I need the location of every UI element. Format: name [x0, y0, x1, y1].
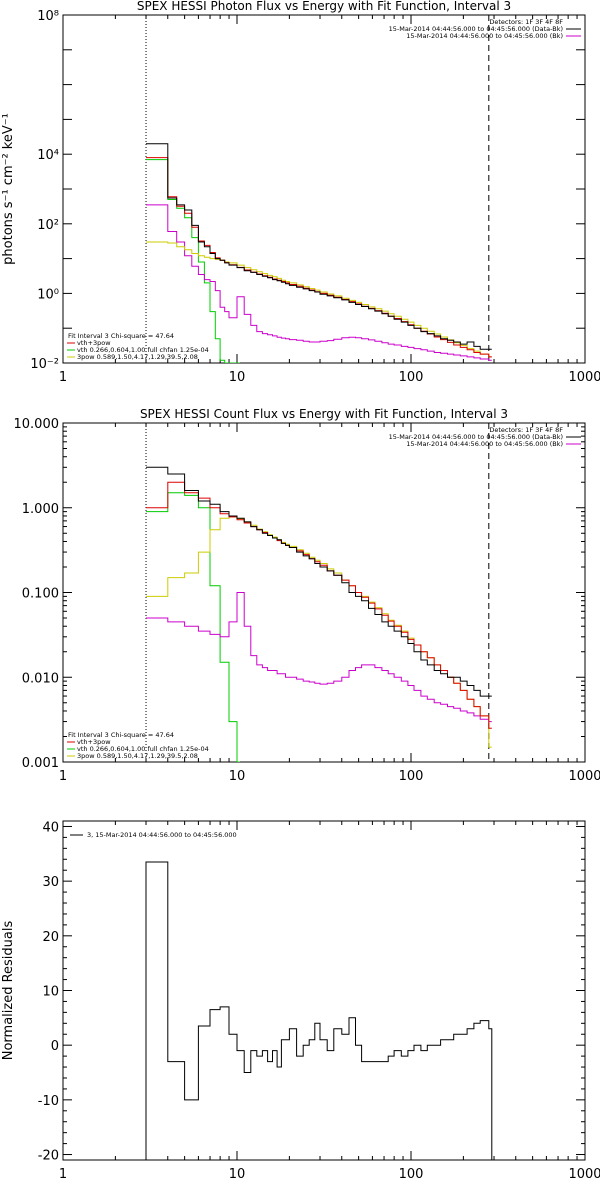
x-tick-label: 10 [229, 769, 246, 784]
legend-right-entry: Detectors: 1F 3F 4F 8F [489, 18, 563, 26]
legend-right-entry: Detectors: 1F 3F 4F 8F [489, 426, 563, 434]
legend-left-entry: 3pow 0.589,1.50,4.17,1.29,39.5,2.08 [77, 353, 198, 361]
x-tick-label: 100 [399, 1167, 424, 1182]
legend-right-entry: 15-Mar-2014 04:44:56.000 to 04:45:56.000… [389, 25, 563, 33]
legend-left-entry: vth+3pow [77, 339, 111, 347]
y-tick-label: 0.001 [22, 756, 59, 771]
y-tick-label: -10 [38, 1094, 59, 1109]
series-vth [146, 492, 240, 762]
x-tick-label: 1 [59, 1167, 67, 1182]
count-flux-panel: SPEX HESSI Count Flux vs Energy with Fit… [14, 407, 600, 784]
y-tick-label: 20 [42, 930, 59, 945]
y-tick-label: 10² [37, 218, 59, 233]
legend-left-entry: vth 0.266,0.604,1.00 full chfan 1.25e-04 [77, 346, 209, 354]
legend-right-entry: 15-Mar-2014 04:44:56.000 to 04:45:56.000… [389, 433, 563, 441]
y-tick-label: 0 [51, 1039, 59, 1054]
y-axis-label: photons s⁻¹ cm⁻² keV⁻¹ [1, 113, 16, 265]
series-vth-3pow [146, 481, 492, 729]
plot-frame [62, 422, 586, 763]
x-tick-label: 10 [229, 370, 246, 385]
legend-left-entry: vth+3pow [77, 738, 111, 746]
legend-left-entry: Fit Interval 3 Chi-square = 47.64 [68, 731, 174, 739]
series-3pow [146, 241, 492, 358]
y-tick-label: 10 [42, 985, 59, 1000]
x-tick-label: 10 [229, 1167, 246, 1182]
x-tick-label: 1000 [568, 769, 600, 784]
legend-left-entry: Fit Interval 3 Chi-square = 47.64 [68, 332, 174, 340]
x-tick-label: 1 [59, 769, 67, 784]
plot-frame [62, 820, 586, 1161]
plot-frame [62, 14, 586, 364]
y-tick-label: 10⁴ [37, 148, 59, 163]
legend-right-entry: 15-Mar-2014 04:44:56.000 to 04:45:56.000… [406, 32, 563, 40]
series-vth-3pow [146, 157, 492, 358]
y-tick-label: 0.010 [22, 671, 59, 686]
x-tick-label: 100 [399, 769, 424, 784]
series-data-bk [146, 143, 492, 350]
y-tick-label: 10⁸ [37, 9, 59, 24]
legend-left-entry: vth 0.266,0.604,1.00 full chfan 1.25e-04 [77, 745, 209, 753]
y-tick-label: 10⁰ [37, 287, 59, 302]
y-tick-label: 10⁻² [30, 357, 59, 372]
chart-title: SPEX HESSI Photon Flux vs Energy with Fi… [137, 0, 511, 13]
y-tick-label: 1.000 [22, 502, 59, 517]
y-tick-label: -20 [38, 1149, 59, 1164]
legend-left-entry: 3, 15-Mar-2014 04:44:56.000 to 04:45:56.… [87, 831, 237, 839]
series-3pow [146, 516, 492, 748]
y-tick-label: 0.100 [22, 587, 59, 602]
series-bk [146, 592, 492, 723]
x-tick-label: 1000 [568, 1167, 600, 1182]
x-tick-label: 100 [399, 370, 424, 385]
x-tick-label: 1000 [568, 370, 600, 385]
y-axis-label: Normalized Residuals [1, 921, 16, 1061]
series-3-15-mar-2014-04-44-56-000-to-04-45-56-000 [145, 861, 493, 1160]
legend-left-entry: 3pow 0.589,1.50,4.17,1.29,39.5,2.08 [77, 752, 198, 760]
chart-title: SPEX HESSI Count Flux vs Energy with Fit… [140, 407, 508, 421]
photon-flux-panel: SPEX HESSI Photon Flux vs Energy with Fi… [1, 0, 600, 385]
y-tick-label: 40 [42, 820, 59, 835]
x-tick-label: 1 [59, 370, 67, 385]
residuals-panel: 1 10 100 1000 -20 -10 0 10 20 30 40 Normalized Resi… [1, 820, 600, 1182]
series-bk [146, 204, 492, 361]
legend-right-entry: 15-Mar-2014 04:44:56.000 to 04:45:56.000… [406, 440, 563, 448]
y-tick-label: 30 [42, 875, 59, 890]
series-data-bk [146, 466, 492, 697]
y-tick-label: 10.000 [14, 417, 60, 432]
